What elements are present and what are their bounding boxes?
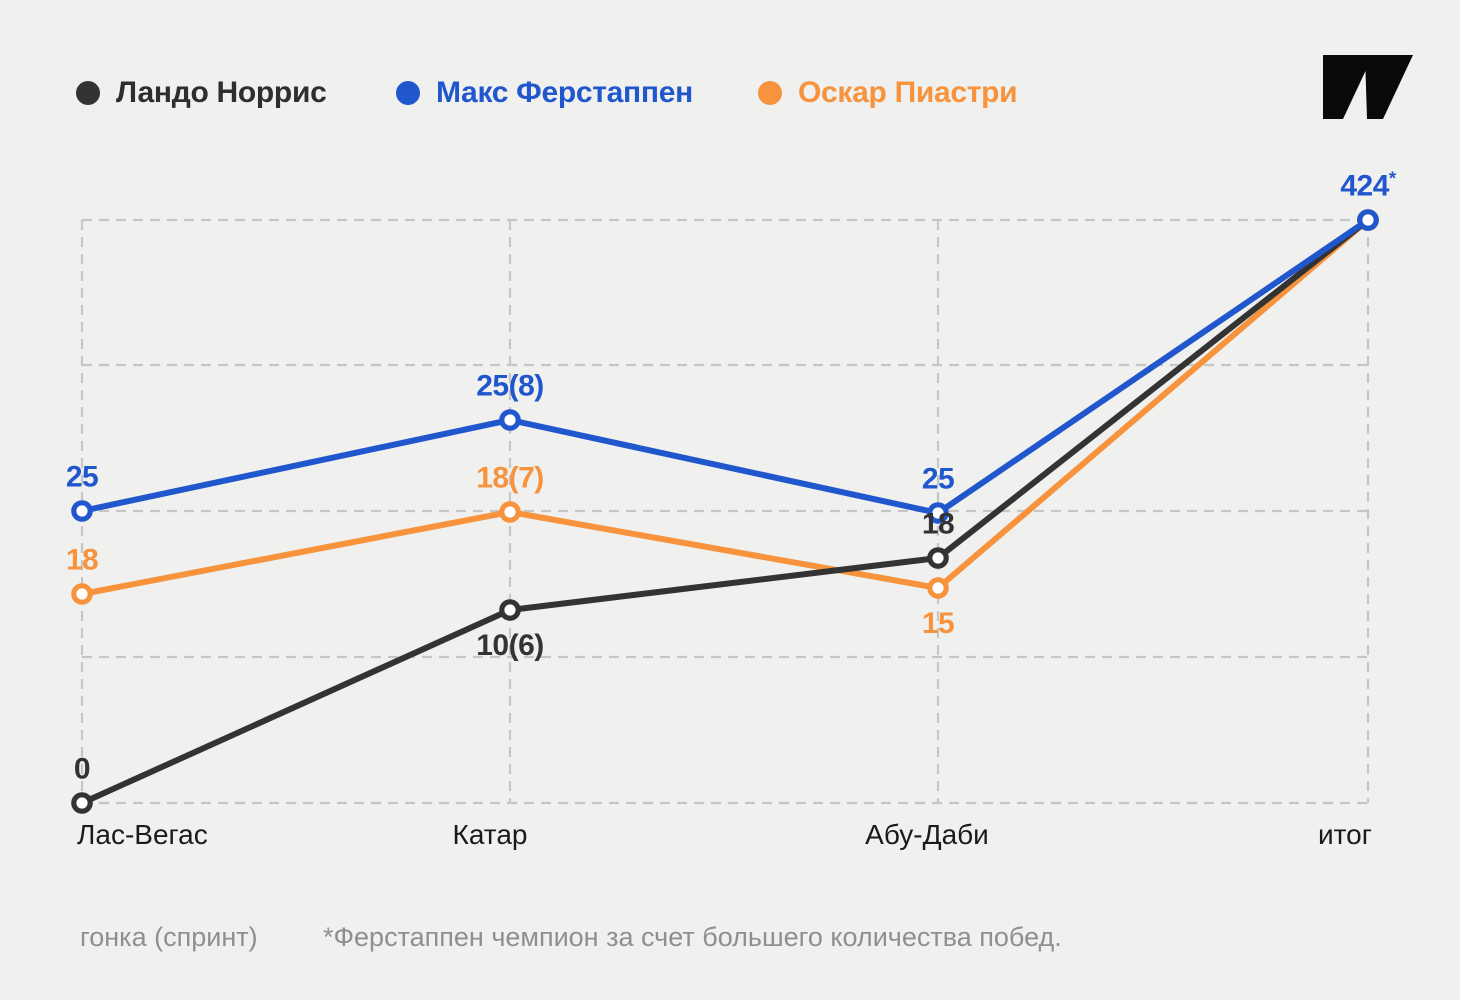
data-point-verstappen: [1357, 209, 1379, 231]
legend-item-piastri: Оскар Пиастри: [758, 76, 1018, 110]
point-label-verstappen: 25: [65, 460, 99, 494]
w-logo-icon: [1323, 55, 1413, 119]
series-line-norris: [80, 217, 1370, 806]
data-point-verstappen: [71, 500, 93, 522]
x-axis-label: Абу-Даби: [865, 819, 989, 850]
legend-item-norris: Ландо Норрис: [76, 76, 327, 110]
data-point-norris: [927, 547, 949, 569]
data-point-piastri: [499, 501, 521, 523]
legend-item-label: Оскар Пиастри: [798, 76, 1018, 109]
data-point-verstappen: [499, 409, 521, 431]
x-axis-label: итог: [1318, 819, 1372, 850]
data-point-verstappen: [927, 502, 949, 524]
legend-item-label: Ландо Норрис: [116, 76, 327, 109]
footnote-asterisk: *: [1388, 167, 1396, 189]
series-line-piastri: [81, 217, 1370, 597]
verstappen-dot-icon: [396, 81, 420, 105]
legend-item-label: Макс Ферстаппен: [436, 76, 693, 109]
data-point-norris: [71, 792, 93, 814]
point-label-piastri: 18(7): [476, 461, 544, 495]
race-sprint-note: гонка (спринт): [80, 922, 258, 952]
point-label-norris: 18: [921, 507, 955, 541]
x-axis-label: Лас-Вегас: [77, 819, 208, 850]
point-label-verstappen: 25: [921, 462, 955, 496]
piastri-dot-icon: [758, 81, 782, 105]
legend-item-verstappen: Макс Ферстаппен: [396, 76, 693, 110]
data-point-norris: [499, 599, 521, 621]
data-point-piastri: [71, 583, 93, 605]
champion-footnote: *Ферстаппен чемпион за счет большего кол…: [323, 922, 1062, 952]
w-logo-shape: [1323, 55, 1413, 119]
point-label-piastri: 15: [921, 607, 955, 640]
point-label-verstappen: 424*: [1340, 167, 1396, 203]
series-line-verstappen: [81, 217, 1370, 516]
norris-dot-icon: [76, 81, 100, 105]
point-label-norris: 0: [73, 752, 91, 786]
point-label-piastri: 18: [65, 543, 99, 577]
point-label-verstappen: 25(8): [476, 369, 544, 403]
data-point-piastri: [927, 577, 949, 599]
point-label-norris: 10(6): [476, 629, 544, 662]
x-axis-label: Катар: [452, 819, 528, 850]
